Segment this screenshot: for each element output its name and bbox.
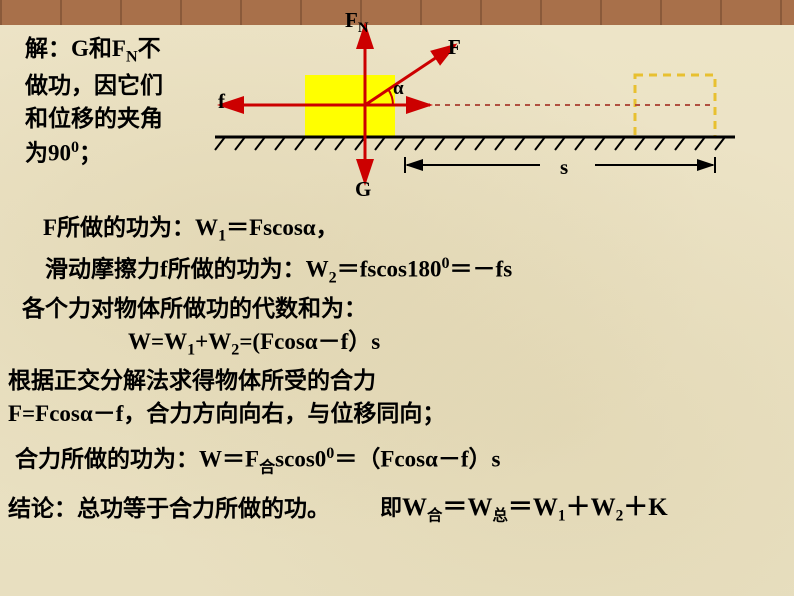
label-F: F <box>448 33 461 61</box>
line-resultant-work: 合力所做的功为：W＝F合scos00＝（Fcosα－f）s <box>15 443 500 479</box>
line-conclusion: 结论：总功等于合力所做的功。 <box>8 493 330 524</box>
label-FN: FN <box>345 6 368 39</box>
line-intro-2: 做功，因它们 <box>25 69 163 102</box>
line-ortho-2: F=Fcosα－f，合力方向向右，与位移同向； <box>8 398 445 429</box>
label-G: G <box>355 175 371 203</box>
line-ortho-1: 根据正交分解法求得物体所受的合力 <box>8 365 376 396</box>
line-W2: 滑动摩擦力f所做的功为：W2＝fscos1800＝－fs <box>45 253 512 289</box>
line-sum-formula: W=W1+W2=(Fcosα－f）s <box>128 326 380 361</box>
label-f: f <box>218 87 225 115</box>
line-intro-4: 为900； <box>25 136 163 170</box>
label-s: s <box>560 153 568 181</box>
ground-hatching <box>215 137 725 150</box>
line-intro-3: 和位移的夹角 <box>25 102 163 135</box>
line-conclusion-formula: 即W合＝W总＝W1＋W2＋K <box>380 491 668 527</box>
line-W1: F所做的功为：W1＝Fscosα， <box>43 212 339 247</box>
line-intro-1: 解：G和FN不 <box>25 32 163 69</box>
force-diagram: FN F f α G s <box>195 15 740 195</box>
label-alpha: α <box>393 76 404 102</box>
line-sum-intro: 各个力对物体所做功的代数和为： <box>22 293 367 324</box>
